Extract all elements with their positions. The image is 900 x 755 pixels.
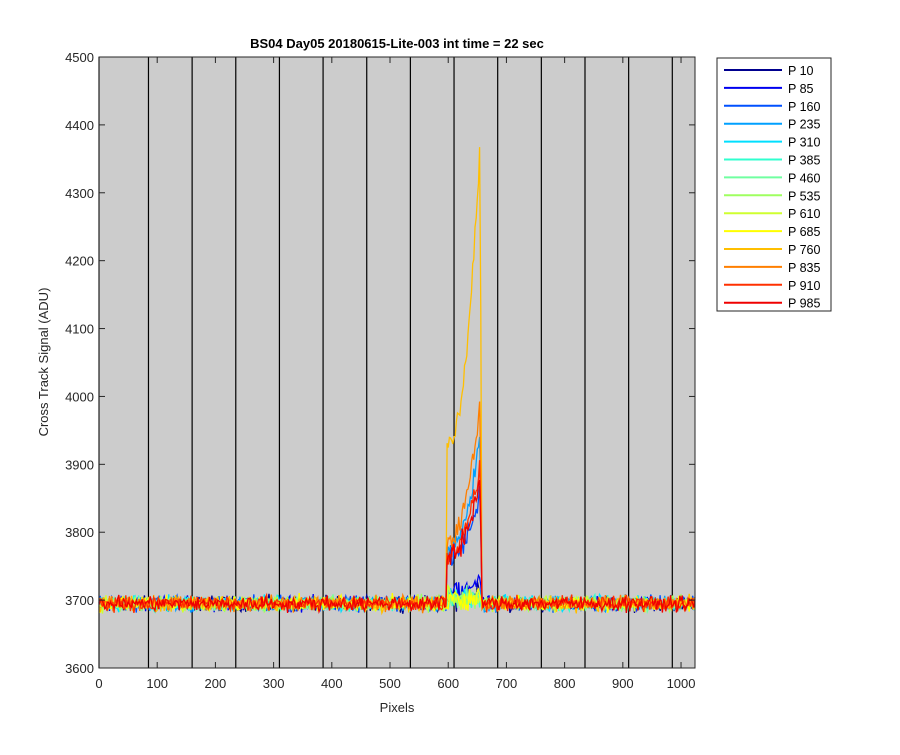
legend-label: P 910 [788, 279, 820, 293]
legend-box [716, 57, 832, 312]
legend-label: P 310 [788, 136, 820, 150]
legend-label: P 985 [788, 297, 820, 311]
x-tick-label: 0 [95, 676, 102, 691]
legend-label: P 760 [788, 243, 820, 257]
x-tick-label: 300 [263, 676, 285, 691]
y-tick-label: 3900 [65, 457, 94, 472]
legend-label: P 535 [788, 189, 820, 203]
x-tick-label: 900 [612, 676, 634, 691]
legend: P 10 P 85 P 160 P 235 P 310 P 385 P 460 P 535 P … [716, 57, 832, 312]
series-line [98, 479, 696, 615]
y-tick-label: 4300 [65, 186, 94, 201]
legend-label: P 835 [788, 261, 820, 275]
legend-label: P 160 [788, 100, 820, 114]
y-axis-label: Cross Track Signal (ADU) [36, 288, 51, 437]
x-tick-label: 400 [321, 676, 343, 691]
y-tick-label: 3800 [65, 525, 94, 540]
vertical-markers [98, 57, 673, 668]
y-tick-label: 4400 [65, 118, 94, 133]
x-tick-label: 500 [379, 676, 401, 691]
x-tick-label: 200 [205, 676, 227, 691]
x-tick-label: 600 [437, 676, 459, 691]
chart-title: BS04 Day05 20180615-Lite-003 int time = … [250, 36, 544, 51]
plot-background [99, 57, 695, 668]
x-axis-label: Pixels [380, 700, 415, 715]
legend-label: P 385 [788, 154, 820, 168]
y-tick-label: 4000 [65, 389, 94, 404]
legend-label: P 10 [788, 64, 814, 78]
y-axis: 3600 3700 3800 3900 4000 4100 4200 4300 4400 4500 [65, 50, 695, 676]
y-tick-label: 3600 [65, 661, 94, 676]
y-tick-label: 4100 [65, 322, 94, 337]
x-tick-label: 100 [146, 676, 168, 691]
legend-label: P 460 [788, 171, 820, 185]
y-tick-label: 3700 [65, 593, 94, 608]
x-tick-label: 700 [496, 676, 518, 691]
y-tick-label: 4200 [65, 254, 94, 269]
x-axis: 0 100 200 300 400 500 600 700 800 900 1000 [95, 57, 695, 691]
legend-label: P 685 [788, 225, 820, 239]
legend-label: P 235 [788, 118, 820, 132]
y-tick-label: 4500 [65, 50, 94, 65]
series-layer [98, 147, 696, 616]
x-tick-label: 1000 [667, 676, 696, 691]
plot-frame [98, 56, 696, 669]
legend-label: P 610 [788, 207, 820, 221]
x-tick-label: 800 [554, 676, 576, 691]
legend-label: P 85 [788, 82, 814, 96]
